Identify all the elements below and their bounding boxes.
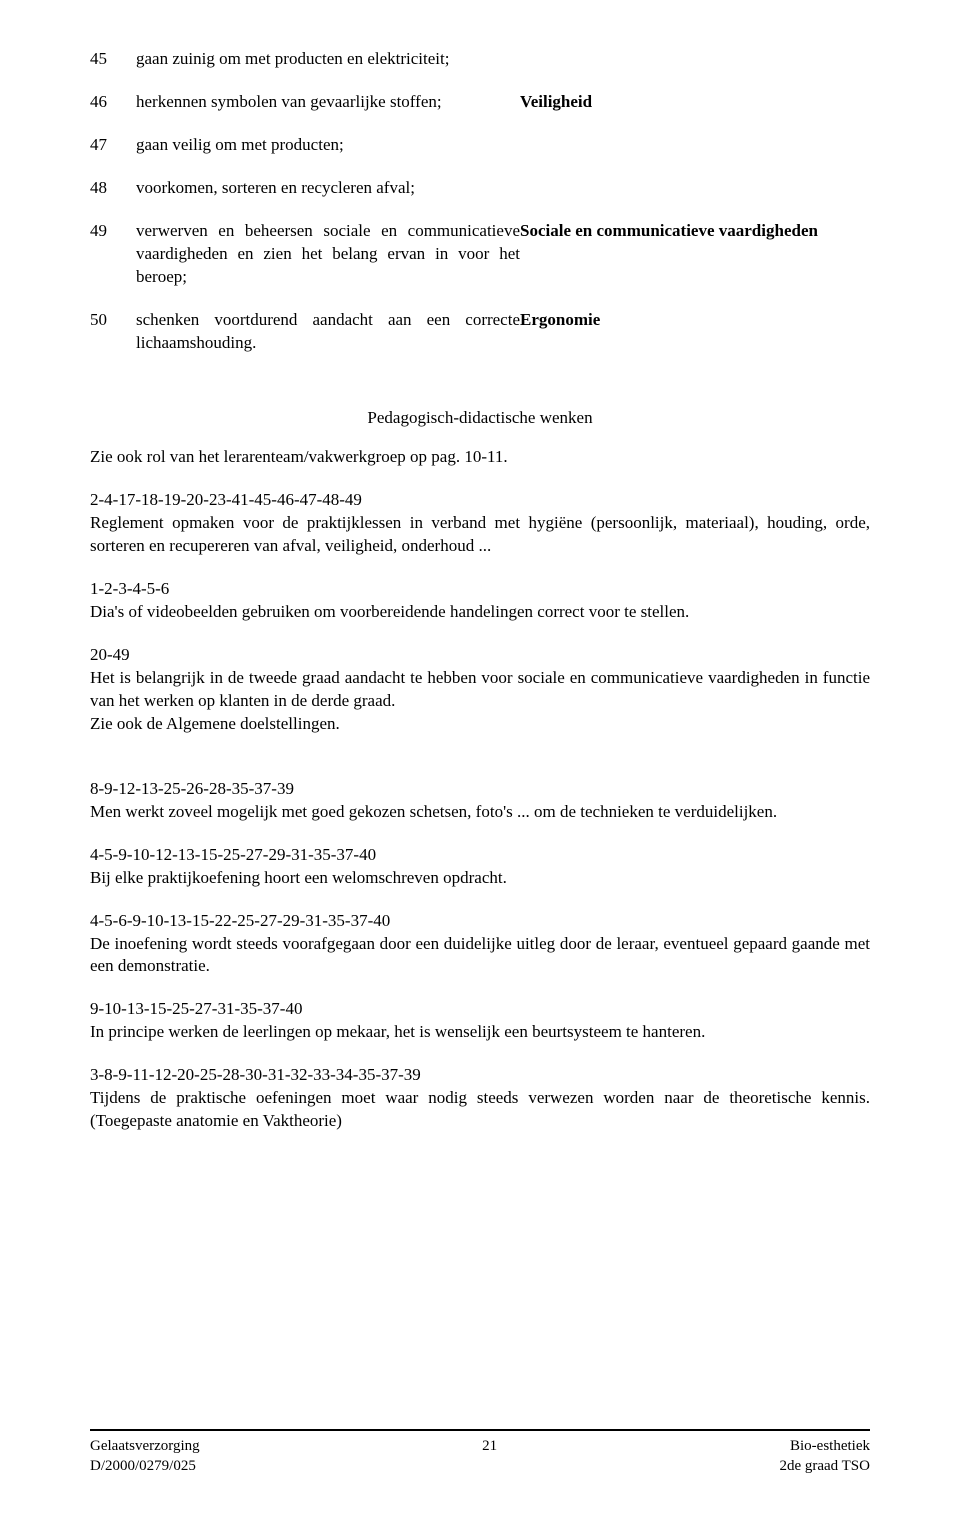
list-item: 49 verwerven en beheersen sociale en com… [90, 220, 870, 289]
item-category [520, 177, 870, 200]
footer-subject: Gelaatsverzorging [90, 1438, 200, 1454]
paragraph: 1-2-3-4-5-6 Dia's of videobeelden gebrui… [90, 578, 870, 624]
footer-left: Gelaatsverzorging D/2000/0279/025 [90, 1437, 200, 1476]
footer-grade: 2de graad TSO [779, 1458, 870, 1474]
page-footer: Gelaatsverzorging D/2000/0279/025 21 Bio… [90, 1429, 870, 1476]
list-item: 45 gaan zuinig om met producten en elekt… [90, 48, 870, 71]
item-text: gaan zuinig om met producten en elektric… [136, 48, 520, 71]
footer-code: D/2000/0279/025 [90, 1458, 196, 1474]
paragraph-body: De inoefening wordt steeds voorafgegaan … [90, 933, 870, 979]
section-heading: Pedagogisch-didactische wenken [90, 408, 870, 428]
item-category: Sociale en communicatieve vaardigheden [520, 220, 870, 289]
number-range: 4-5-6-9-10-13-15-22-25-27-29-31-35-37-40 [90, 911, 390, 930]
item-number: 49 [90, 220, 136, 289]
paragraph: 2-4-17-18-19-20-23-41-45-46-47-48-49 Reg… [90, 489, 870, 558]
item-number: 45 [90, 48, 136, 71]
item-category: Veiligheid [520, 91, 870, 114]
item-text: herkennen symbolen van gevaarlijke stoff… [136, 91, 520, 114]
paragraph-body: Zie ook de Algemene doelstellingen. [90, 714, 340, 733]
paragraph-body: Bij elke praktijkoefening hoort een welo… [90, 868, 507, 887]
item-category [520, 134, 870, 157]
number-range: 1-2-3-4-5-6 [90, 579, 169, 598]
paragraph: 4-5-9-10-12-13-15-25-27-29-31-35-37-40 B… [90, 844, 870, 890]
number-range: 4-5-9-10-12-13-15-25-27-29-31-35-37-40 [90, 845, 376, 864]
item-category [520, 48, 870, 71]
paragraph: 9-10-13-15-25-27-31-35-37-40 In principe… [90, 998, 870, 1044]
paragraph: 8-9-12-13-25-26-28-35-37-39 Men werkt zo… [90, 778, 870, 824]
item-number: 50 [90, 309, 136, 355]
list-item: 46 herkennen symbolen van gevaarlijke st… [90, 91, 870, 114]
item-text: gaan veilig om met producten; [136, 134, 520, 157]
paragraph: 4-5-6-9-10-13-15-22-25-27-29-31-35-37-40… [90, 910, 870, 979]
document-page: 45 gaan zuinig om met producten en elekt… [0, 0, 960, 1516]
item-text: schenken voortdurend aandacht aan een co… [136, 309, 520, 355]
number-range: 9-10-13-15-25-27-31-35-37-40 [90, 999, 302, 1018]
paragraph-body: Dia's of videobeelden gebruiken om voorb… [90, 602, 689, 621]
number-range: 8-9-12-13-25-26-28-35-37-39 [90, 779, 294, 798]
paragraph: Zie ook rol van het lerarenteam/vakwerkg… [90, 446, 870, 469]
paragraph: 20-49 Het is belangrijk in de tweede gra… [90, 644, 870, 736]
paragraph-body: In principe werken de leerlingen op meka… [90, 1022, 705, 1041]
paragraph-body: Tijdens de praktische oefeningen moet wa… [90, 1087, 870, 1133]
item-category: Ergonomie [520, 309, 870, 355]
item-text: voorkomen, sorteren en recycleren afval; [136, 177, 520, 200]
list-item: 48 voorkomen, sorteren en recycleren afv… [90, 177, 870, 200]
item-number: 48 [90, 177, 136, 200]
footer-right: Bio-esthetiek 2de graad TSO [779, 1437, 870, 1476]
list-item: 47 gaan veilig om met producten; [90, 134, 870, 157]
footer-course: Bio-esthetiek [790, 1438, 870, 1454]
number-range: 3-8-9-11-12-20-25-28-30-31-32-33-34-35-3… [90, 1065, 421, 1084]
item-number: 47 [90, 134, 136, 157]
paragraph: 3-8-9-11-12-20-25-28-30-31-32-33-34-35-3… [90, 1064, 870, 1133]
paragraph-body: Reglement opmaken voor de praktijklessen… [90, 512, 870, 558]
number-range: 20-49 [90, 645, 130, 664]
number-range: 2-4-17-18-19-20-23-41-45-46-47-48-49 [90, 490, 362, 509]
item-number: 46 [90, 91, 136, 114]
list-item: 50 schenken voortdurend aandacht aan een… [90, 309, 870, 355]
footer-page-number: 21 [482, 1437, 497, 1476]
paragraph-body: Het is belangrijk in de tweede graad aan… [90, 667, 870, 713]
item-text: verwerven en beheersen sociale en commun… [136, 220, 520, 289]
paragraph-body: Men werkt zoveel mogelijk met goed gekoz… [90, 802, 777, 821]
